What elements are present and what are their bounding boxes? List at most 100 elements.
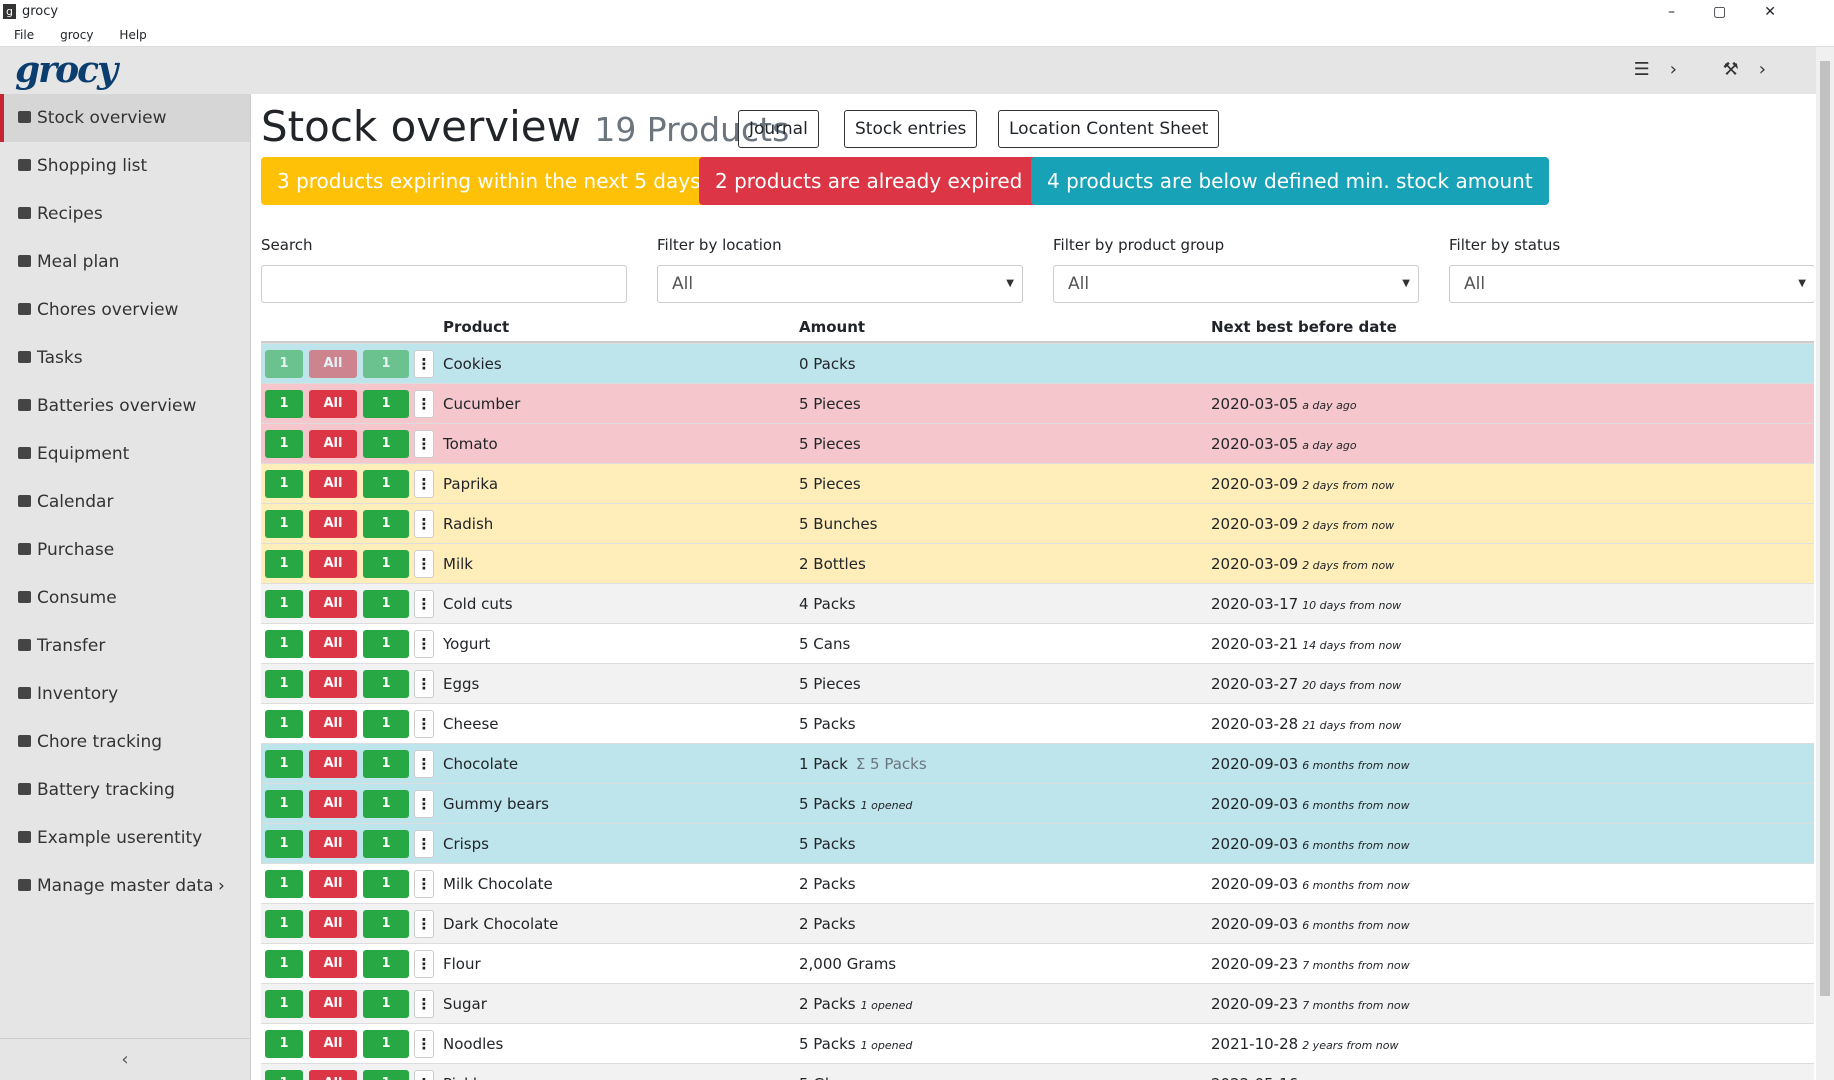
action-button[interactable]: All [309,670,357,698]
product-name[interactable]: Gummy bears [443,784,549,824]
action-button[interactable]: All [309,1070,357,1080]
more-button[interactable]: ⋮ [414,1070,434,1080]
product-name[interactable]: Cold cuts [443,584,513,624]
product-name[interactable]: Cheese [443,704,498,744]
action-button[interactable]: 1 [363,950,409,978]
filter-input[interactable] [261,265,627,303]
action-button[interactable]: All [309,550,357,578]
action-button[interactable]: 1 [265,790,303,818]
more-button[interactable]: ⋮ [414,950,434,978]
action-button[interactable]: 1 [265,910,303,938]
scrollbar[interactable] [1816,47,1834,1080]
action-button[interactable]: 1 [363,870,409,898]
action-button[interactable]: All [309,630,357,658]
action-button[interactable]: 1 [363,830,409,858]
menu-item[interactable]: grocy [60,28,93,42]
alert[interactable]: 2 products are already expired [699,157,1038,205]
action-button[interactable]: 1 [363,670,409,698]
column-header[interactable]: Product [443,311,509,343]
product-name[interactable]: Crisps [443,824,489,864]
more-button[interactable]: ⋮ [414,670,434,698]
action-button[interactable]: 1 [265,550,303,578]
nav-item[interactable]: Chores overview [0,286,250,334]
alert[interactable]: 4 products are below defined min. stock … [1031,157,1549,205]
action-button[interactable]: 1 [265,390,303,418]
action-button[interactable]: All [309,830,357,858]
action-button[interactable]: All [309,390,357,418]
action-button[interactable]: 1 [363,470,409,498]
more-button[interactable]: ⋮ [414,630,434,658]
action-button[interactable]: All [309,470,357,498]
action-button[interactable]: 1 [363,1070,409,1080]
action-button[interactable]: 1 [363,430,409,458]
product-name[interactable]: Cucumber [443,384,520,424]
action-button[interactable]: 1 [265,750,303,778]
nav-item[interactable]: Calendar [0,478,250,526]
more-button[interactable]: ⋮ [414,510,434,538]
action-button[interactable]: 1 [265,670,303,698]
action-button[interactable]: 1 [363,910,409,938]
nav-item[interactable]: Meal plan [0,238,250,286]
more-button[interactable]: ⋮ [414,590,434,618]
filter-input[interactable]: All▼ [1449,265,1814,303]
product-name[interactable]: Dark Chocolate [443,904,558,944]
column-header[interactable]: Amount [799,311,865,343]
more-button[interactable]: ⋮ [414,790,434,818]
product-name[interactable]: Tomato [443,424,498,464]
column-header[interactable]: Next best before date [1211,311,1397,343]
action-button[interactable]: 1 [265,510,303,538]
nav-item[interactable]: Equipment [0,430,250,478]
filter-input[interactable]: All▼ [657,265,1023,303]
nav-item[interactable]: Batteries overview [0,382,250,430]
action-button[interactable]: 1 [265,350,303,378]
more-button[interactable]: ⋮ [414,390,434,418]
action-button[interactable]: 1 [265,990,303,1018]
nav-item[interactable]: Tasks [0,334,250,382]
action-button[interactable]: All [309,510,357,538]
action-button[interactable]: 1 [265,830,303,858]
nav-item[interactable]: Stock overview [0,94,250,142]
action-button[interactable]: 1 [363,750,409,778]
more-button[interactable]: ⋮ [414,710,434,738]
action-button[interactable]: All [309,870,357,898]
action-button[interactable]: All [309,710,357,738]
action-button[interactable]: 1 [265,710,303,738]
collapse[interactable]: ‹ [0,1038,250,1070]
more-button[interactable]: ⋮ [414,750,434,778]
product-name[interactable]: Cookies [443,344,502,384]
action-button[interactable]: 1 [265,870,303,898]
action-button[interactable]: 1 [363,350,409,378]
action-button[interactable]: 1 [363,590,409,618]
menu-item[interactable]: Help [119,28,146,42]
alert[interactable]: 3 products expiring within the next 5 da… [261,157,717,205]
action-button[interactable]: 1 [265,1070,303,1080]
more-button[interactable]: ⋮ [414,350,434,378]
action-button[interactable]: 1 [363,790,409,818]
more-button[interactable]: ⋮ [414,990,434,1018]
action-button[interactable]: All [309,950,357,978]
product-name[interactable]: Eggs [443,664,479,704]
nav-item[interactable]: Purchase [0,526,250,574]
more-button[interactable]: ⋮ [414,430,434,458]
action-button[interactable]: 1 [265,430,303,458]
product-name[interactable]: Radish [443,504,493,544]
product-name[interactable]: Milk Chocolate [443,864,553,904]
nav-item[interactable]: Battery tracking [0,766,250,814]
nav-item[interactable]: Chore tracking [0,718,250,766]
action-button[interactable]: All [309,750,357,778]
nav-item[interactable]: Shopping list [0,142,250,190]
more-button[interactable]: ⋮ [414,910,434,938]
action-button[interactable]: 1 [363,990,409,1018]
nav-item[interactable]: Manage master data› [0,862,250,910]
product-name[interactable]: Yogurt [443,624,490,664]
product-name[interactable]: Pickles [443,1064,494,1080]
more-button[interactable]: ⋮ [414,550,434,578]
action-button[interactable]: All [309,990,357,1018]
product-name[interactable]: Sugar [443,984,487,1024]
action-button[interactable]: 1 [363,630,409,658]
action-button[interactable]: 1 [363,1030,409,1058]
action-button[interactable]: 1 [363,510,409,538]
action-button[interactable]: All [309,910,357,938]
action-button[interactable]: 1 [265,470,303,498]
action-button[interactable]: All [309,430,357,458]
